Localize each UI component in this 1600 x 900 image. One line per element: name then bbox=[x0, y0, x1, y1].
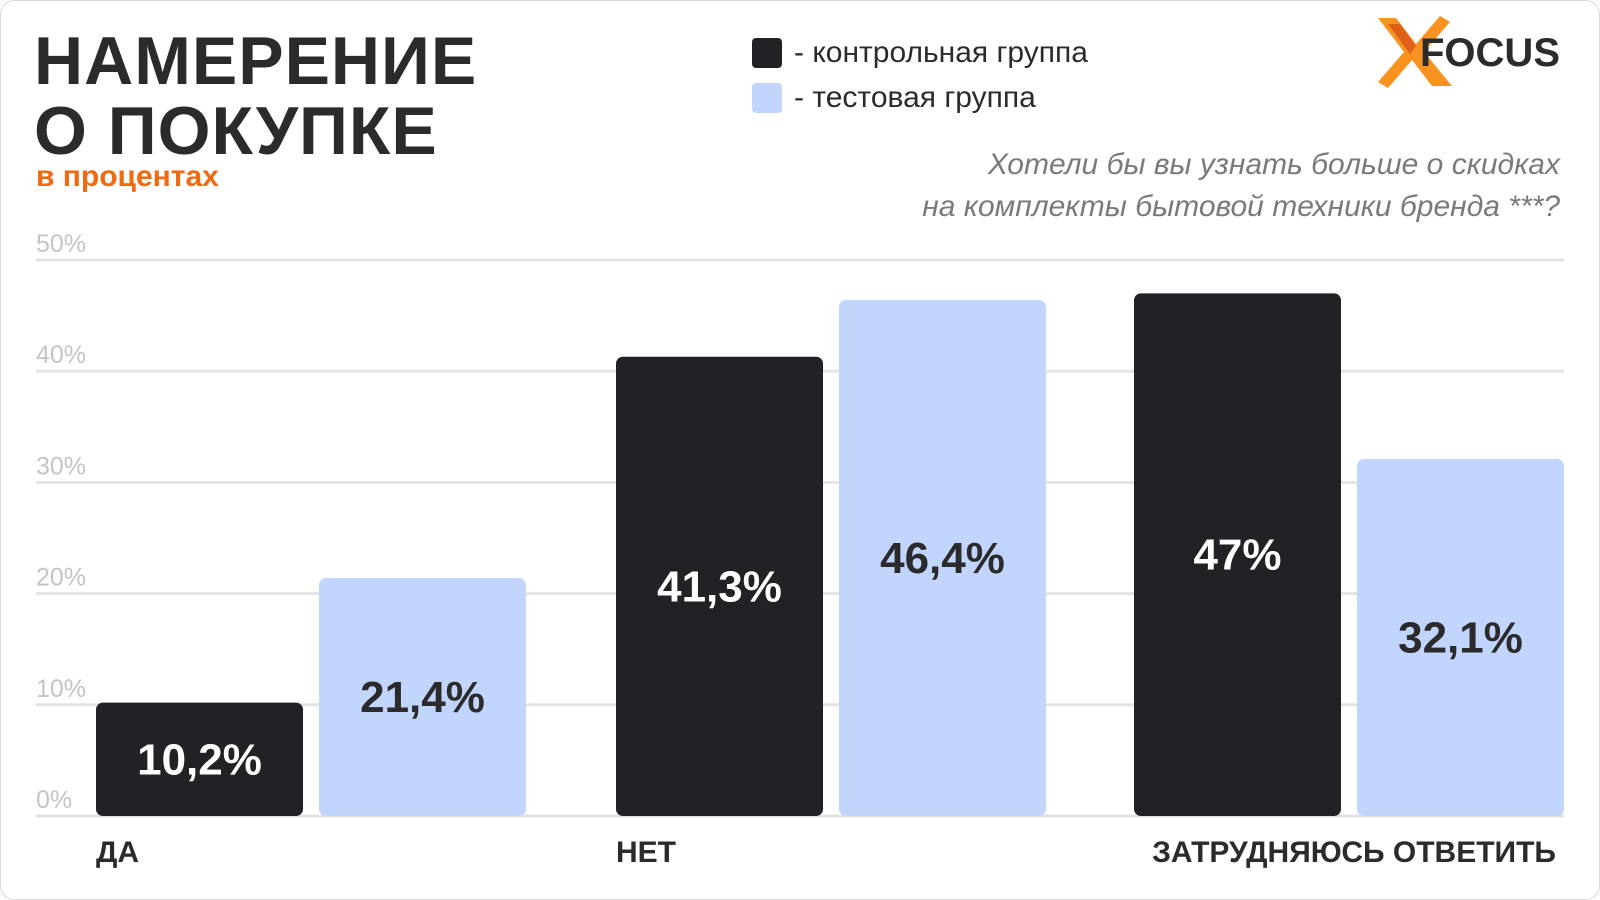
legend-swatch-test bbox=[752, 82, 782, 113]
y-tick-label-0: 0% bbox=[36, 786, 72, 814]
chart-title-line-2: О ПОКУПКЕ bbox=[34, 93, 438, 169]
survey-question: Хотели бы вы узнать больше о скидках на … bbox=[922, 144, 1560, 228]
bar-test-2 bbox=[1357, 459, 1564, 816]
bar-test-0 bbox=[319, 578, 526, 816]
category-label-yes: ДА bbox=[96, 836, 140, 869]
y-tick-label-40: 40% bbox=[36, 341, 86, 369]
data-label-test-1: 46,4% bbox=[880, 534, 1005, 583]
bar-control-2 bbox=[1134, 293, 1341, 816]
focus-logo: FOCUS bbox=[1378, 16, 1560, 88]
survey-question-line-1: Хотели бы вы узнать больше о скидках bbox=[987, 148, 1560, 181]
chart-title: НАМЕРЕНИЕ О ПОКУПКЕ bbox=[34, 26, 477, 166]
legend-swatch-control bbox=[752, 37, 782, 68]
bar-control-0 bbox=[96, 702, 303, 816]
legend-label-test: - тестовая группа bbox=[794, 80, 1036, 114]
chart-subtitle: в процентах bbox=[36, 160, 219, 193]
data-label-control-0: 10,2% bbox=[137, 735, 262, 784]
data-label-control-2: 47% bbox=[1193, 531, 1281, 580]
x-mark-icon bbox=[1378, 16, 1452, 88]
legend-item-control: - контрольная группа bbox=[752, 30, 1088, 75]
legend: - контрольная группа - тестовая группа bbox=[752, 30, 1088, 120]
bar-control-1 bbox=[616, 356, 823, 816]
y-tick-label-50: 50% bbox=[36, 230, 86, 258]
survey-question-line-2: на комплекты бытовой техники бренда ***? bbox=[922, 190, 1560, 223]
y-tick-label-10: 10% bbox=[36, 675, 86, 703]
focus-logo-text: FOCUS bbox=[1420, 31, 1560, 75]
bar-test-1 bbox=[839, 300, 1046, 817]
y-tick-label-30: 30% bbox=[36, 452, 86, 480]
legend-item-test: - тестовая группа bbox=[752, 75, 1088, 120]
legend-label-control: - контрольная группа bbox=[794, 35, 1088, 69]
data-label-test-2: 32,1% bbox=[1398, 614, 1523, 663]
category-label-no: НЕТ bbox=[616, 836, 676, 869]
y-tick-label-20: 20% bbox=[36, 564, 86, 592]
category-label-unsure: ЗАТРУДНЯЮСЬ ОТВЕТИТЬ bbox=[1152, 836, 1556, 869]
chart-title-line-1: НАМЕРЕНИЕ bbox=[34, 23, 478, 99]
data-label-control-1: 41,3% bbox=[657, 562, 782, 611]
data-label-test-0: 21,4% bbox=[360, 673, 485, 722]
